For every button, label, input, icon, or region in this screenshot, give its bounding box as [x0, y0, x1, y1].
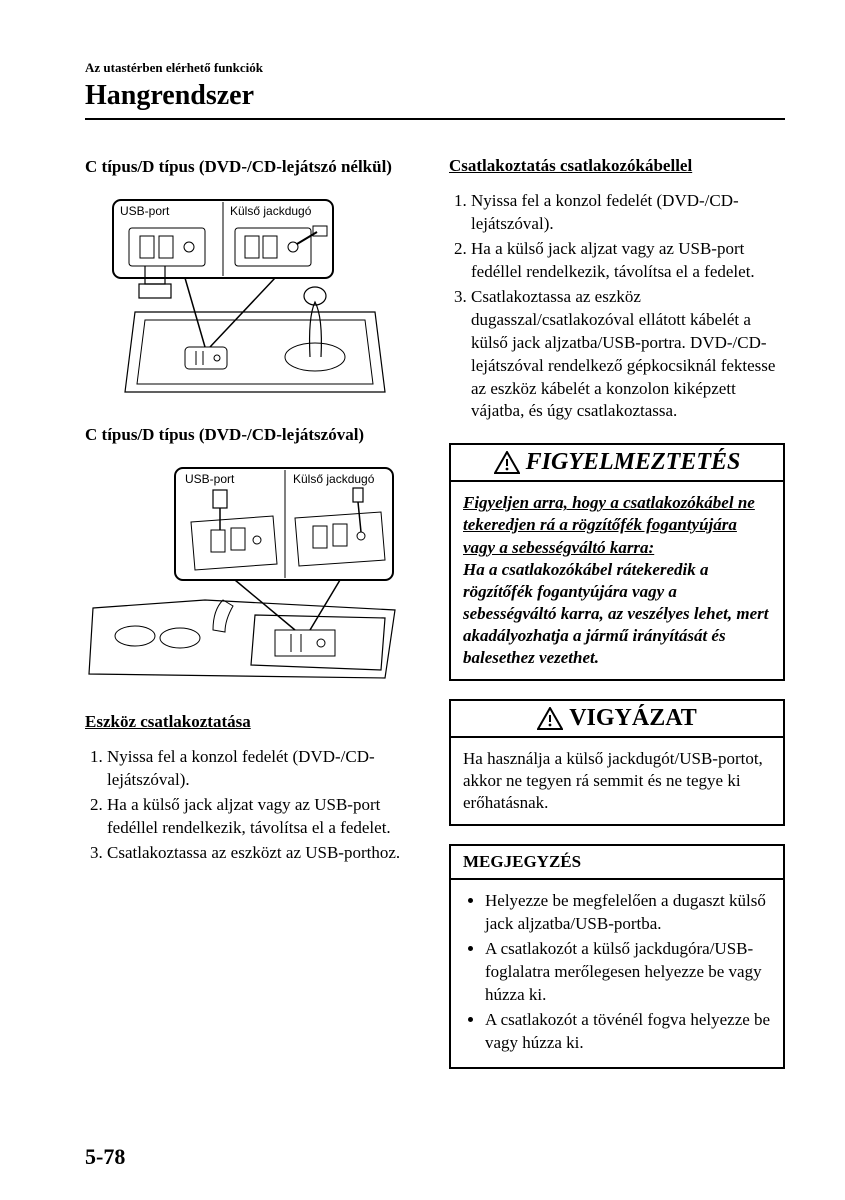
fig2-usb-label: USB-port: [185, 472, 235, 486]
note-header: MEGJEGYZÉS: [451, 846, 783, 880]
connect-heading: Eszköz csatlakoztatása: [85, 712, 421, 732]
note-item: A csatlakozót a külső jackdugóra/USB-fog…: [485, 938, 771, 1007]
step-item: Csatlakoztassa az eszközt az USB-porthoz…: [107, 842, 421, 865]
figure-2: USB-port Külső jackdugó: [85, 460, 421, 690]
sec1-heading: C típus/D típus (DVD-/CD-lejátszó nélkül…: [85, 156, 421, 178]
note-list: Helyezze be megfelelően a dugaszt külső …: [463, 890, 771, 1055]
cable-heading: Csatlakoztatás csatlakozókábellel: [449, 156, 785, 176]
figure-1: USB-port Külső jackdugó: [85, 192, 421, 402]
right-column: Csatlakoztatás csatlakozókábellel Nyissa…: [449, 156, 785, 1069]
section-header: Az utastérben elérhető funkciók: [85, 60, 785, 76]
content-columns: C típus/D típus (DVD-/CD-lejátszó nélkül…: [85, 156, 785, 1069]
step-item: Ha a külső jack aljzat vagy az USB-port …: [107, 794, 421, 840]
caution-label: VIGYÁZAT: [569, 705, 697, 732]
page-title: Hangrendszer: [85, 80, 785, 120]
note-body: Helyezze be megfelelően a dugaszt külső …: [451, 880, 783, 1067]
step-item: Nyissa fel a konzol fedelét (DVD-/CD-lej…: [107, 746, 421, 792]
warning-header: FIGYELMEZTETÉS: [451, 445, 783, 482]
page-number: 5-78: [85, 1144, 125, 1170]
step-item: Ha a külső jack aljzat vagy az USB-port …: [471, 238, 785, 284]
warning-label: FIGYELMEZTETÉS: [526, 449, 741, 476]
warning-title-text: Figyeljen arra, hogy a csatlakozókábel n…: [463, 492, 771, 558]
warning-box: FIGYELMEZTETÉS Figyeljen arra, hogy a cs…: [449, 443, 785, 681]
caution-header: VIGYÁZAT: [451, 701, 783, 738]
fig1-usb-label: USB-port: [120, 204, 170, 218]
caution-box: VIGYÁZAT Ha használja a külső jackdugót/…: [449, 699, 785, 826]
note-item: Helyezze be megfelelően a dugaszt külső …: [485, 890, 771, 936]
caution-triangle-icon: [537, 707, 563, 730]
connect-steps: Nyissa fel a konzol fedelét (DVD-/CD-lej…: [85, 746, 421, 865]
caution-body: Ha használja a külső jackdugót/USB-porto…: [451, 738, 783, 824]
cable-steps: Nyissa fel a konzol fedelét (DVD-/CD-lej…: [449, 190, 785, 423]
fig1-jack-label: Külső jackdugó: [230, 204, 312, 218]
note-box: MEGJEGYZÉS Helyezze be megfelelően a dug…: [449, 844, 785, 1069]
step-item: Nyissa fel a konzol fedelét (DVD-/CD-lej…: [471, 190, 785, 236]
warning-body-text: Ha a csatlakozókábel rátekeredik a rögzí…: [463, 559, 771, 669]
left-column: C típus/D típus (DVD-/CD-lejátszó nélkül…: [85, 156, 421, 1069]
warning-body: Figyeljen arra, hogy a csatlakozókábel n…: [451, 482, 783, 679]
fig2-jack-label: Külső jackdugó: [293, 472, 375, 486]
step-item: Csatlakoztassa az eszköz dugasszal/csatl…: [471, 286, 785, 424]
note-item: A csatlakozót a tövénél fogva helyezze b…: [485, 1009, 771, 1055]
sec2-heading: C típus/D típus (DVD-/CD-lejátszóval): [85, 424, 421, 446]
warning-triangle-icon: [494, 451, 520, 474]
